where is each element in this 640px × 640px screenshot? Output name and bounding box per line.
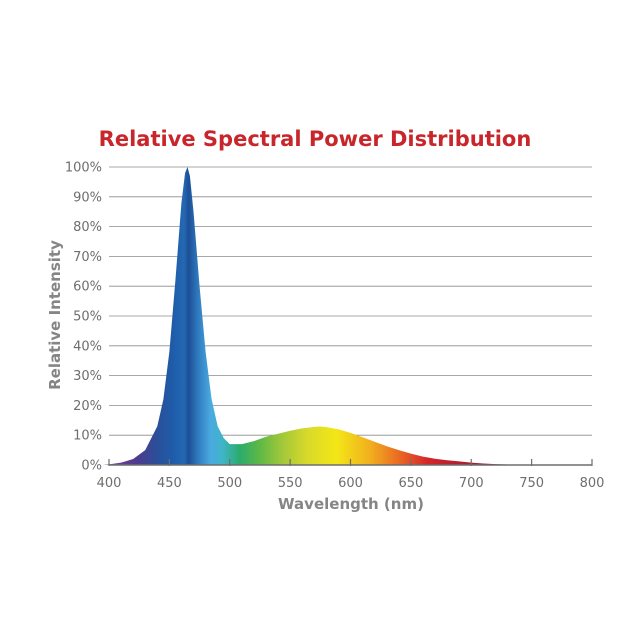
y-tick-label: 20% <box>73 399 102 414</box>
y-tick-label: 70% <box>73 250 102 265</box>
x-tick-label: 400 <box>97 476 122 491</box>
x-tick-label: 500 <box>217 476 242 491</box>
x-tick-marks <box>108 459 593 466</box>
chart-title: Relative Spectral Power Distribution <box>99 127 532 151</box>
y-tick-label: 50% <box>73 310 102 325</box>
y-tick-label: 40% <box>73 339 102 354</box>
x-tick-label: 600 <box>338 476 363 491</box>
y-tick-label: 100% <box>65 161 102 176</box>
y-tick-label: 60% <box>73 280 102 295</box>
x-tick-label: 450 <box>157 476 182 491</box>
x-tick-labels: 400 450 500 550 600 650 700 750 800 <box>97 476 605 491</box>
x-tick-label: 650 <box>398 476 423 491</box>
y-tick-label: 80% <box>73 220 102 235</box>
y-tick-labels: 0% 10% 20% 30% 40% 50% 60% 70% 80% 90% 100% <box>65 161 102 474</box>
x-tick-label: 700 <box>459 476 484 491</box>
y-tick-label: 90% <box>73 190 102 205</box>
x-tick-label: 750 <box>519 476 544 491</box>
x-axis-label: Wavelength (nm) <box>278 495 424 513</box>
x-tick-label: 550 <box>278 476 303 491</box>
y-tick-label: 30% <box>73 369 102 384</box>
y-tick-label: 0% <box>81 459 102 474</box>
y-tick-label: 10% <box>73 429 102 444</box>
x-tick-label: 800 <box>580 476 605 491</box>
y-axis-label: Relative Intensity <box>46 240 64 390</box>
spectrum-area <box>102 167 532 465</box>
